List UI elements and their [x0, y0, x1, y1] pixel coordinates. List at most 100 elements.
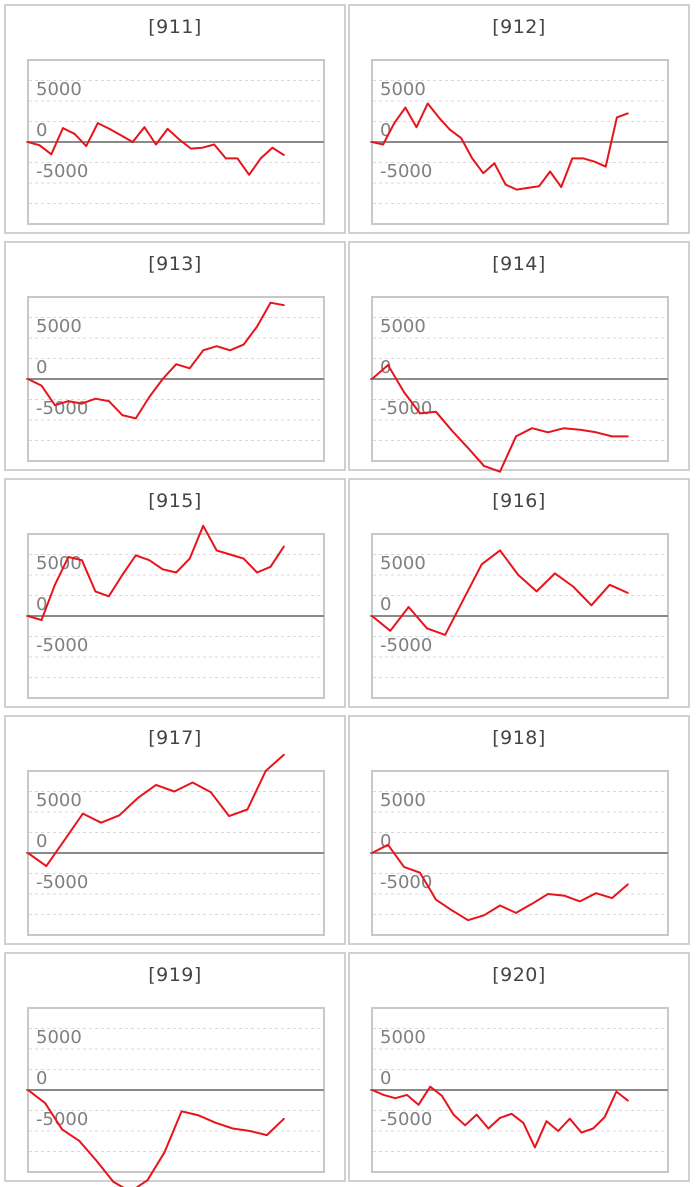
data-point [571, 157, 574, 160]
data-point [175, 571, 177, 574]
data-point [155, 143, 157, 146]
chart-title: [917] [148, 727, 202, 749]
data-point [269, 566, 272, 568]
series-line [27, 301, 285, 420]
data-point [135, 554, 137, 557]
chart-title: [913] [148, 253, 202, 275]
chart-panel: [916] 5000 0 -5000 [348, 478, 690, 708]
data-point [131, 141, 134, 143]
data-point [393, 122, 396, 124]
chart-title: [916] [492, 490, 546, 512]
data-point [371, 1089, 373, 1091]
chart-panel: [920] 5000 0 -5000 [348, 952, 690, 1182]
data-point [371, 615, 373, 617]
data-point [62, 127, 64, 129]
data-point [85, 145, 87, 147]
data-point [161, 378, 164, 380]
data-point [419, 412, 421, 415]
y-tick-label: 0 [380, 594, 391, 615]
data-point [510, 1113, 513, 1115]
data-point [44, 1102, 46, 1104]
y-tick-label: 0 [380, 831, 391, 852]
data-point [283, 753, 285, 756]
data-point [45, 865, 48, 867]
y-tick-label: 5000 [36, 316, 82, 337]
data-point [515, 912, 517, 914]
chart-title: [918] [492, 727, 546, 749]
data-point [225, 157, 227, 160]
chart-panel: [913] 5000 0 -5000 [4, 241, 346, 471]
chart-panel: [918] 5000 0 -5000 [348, 715, 690, 945]
data-point [467, 919, 469, 921]
y-tick-label: -5000 [380, 161, 432, 182]
data-point [148, 559, 151, 561]
data-point [214, 1122, 217, 1124]
data-point [249, 1130, 251, 1132]
series-line [27, 1089, 285, 1187]
data-point [135, 417, 137, 420]
data-point [148, 396, 151, 398]
data-point [210, 791, 212, 794]
data-point [482, 172, 485, 174]
data-point [120, 134, 122, 137]
data-point [242, 343, 245, 346]
data-point [595, 431, 597, 434]
data-point [406, 1094, 408, 1096]
data-point [40, 619, 43, 621]
data-point [590, 604, 593, 607]
data-point [38, 144, 41, 147]
data-point [108, 128, 111, 130]
data-point [27, 378, 29, 380]
data-point [283, 154, 285, 156]
y-tick-label: -5000 [380, 398, 432, 419]
chart-svg: 5000 0 -5000 [26, 524, 325, 699]
data-point [27, 1089, 29, 1091]
data-point [146, 1179, 149, 1181]
data-point [464, 1124, 466, 1127]
data-point [264, 770, 267, 772]
data-point [382, 143, 384, 146]
data-point [175, 363, 177, 365]
data-point [403, 866, 405, 868]
data-point [94, 397, 97, 400]
chart-svg: 5000 0 -5000 [370, 59, 669, 225]
data-point [569, 1117, 571, 1120]
data-point [627, 112, 629, 115]
y-tick-label: 5000 [380, 1027, 426, 1048]
y-tick-label: 5000 [380, 553, 426, 574]
y-tick-label: -5000 [36, 872, 88, 893]
data-point [451, 429, 453, 432]
data-point [256, 571, 258, 574]
data-point [100, 821, 102, 824]
data-point [560, 186, 562, 188]
data-point [202, 349, 204, 352]
data-point [121, 414, 124, 416]
y-tick-label: 0 [36, 1068, 47, 1089]
data-point [499, 549, 501, 552]
data-point [95, 1159, 98, 1162]
data-point [627, 435, 629, 438]
data-point [493, 162, 496, 165]
data-point [283, 545, 285, 548]
data-point [215, 549, 218, 552]
data-point [229, 349, 231, 352]
data-point [269, 301, 272, 304]
data-point [499, 904, 501, 907]
data-point [94, 590, 97, 593]
y-tick-label: 5000 [380, 790, 426, 811]
data-point [403, 391, 405, 393]
y-tick-label: 0 [380, 1068, 391, 1089]
data-point [429, 1085, 431, 1088]
data-point [534, 1146, 536, 1149]
data-point [438, 116, 440, 119]
data-point [515, 435, 517, 438]
data-point [475, 1113, 478, 1116]
data-point [178, 138, 181, 141]
data-point [504, 183, 507, 186]
data-point [63, 839, 66, 841]
data-point [572, 585, 574, 588]
chart-title: [914] [492, 253, 546, 275]
data-point [228, 815, 230, 817]
data-point [155, 784, 157, 786]
